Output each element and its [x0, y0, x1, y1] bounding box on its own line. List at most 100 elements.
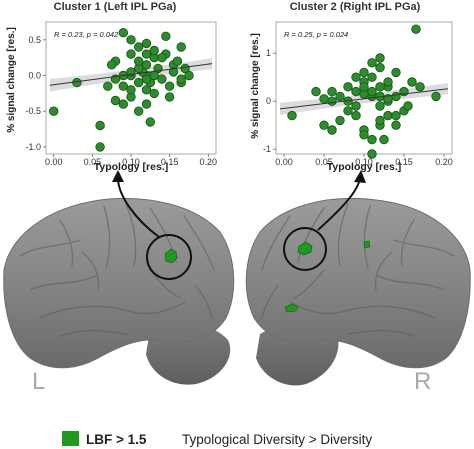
data-point: [431, 91, 441, 102]
brain-left: L: [3, 197, 235, 395]
x-axis-label: Typology [res.]: [327, 161, 401, 173]
data-point: [407, 77, 417, 87]
data-point: [351, 110, 361, 121]
data-point: [161, 31, 171, 42]
data-point: [141, 85, 152, 95]
scatter-panel-left: Cluster 1 (Left IPL PGa) % signal change…: [6, 1, 217, 173]
data-point: [375, 62, 385, 73]
data-point: [141, 60, 152, 70]
y-tick-label: -1: [263, 144, 271, 154]
data-point: [141, 74, 152, 84]
x-tick-label: 0.00: [275, 157, 293, 167]
data-point: [176, 42, 186, 52]
data-point: [391, 91, 401, 102]
data-point: [110, 95, 121, 106]
data-point: [95, 142, 105, 152]
data-point: [149, 45, 159, 56]
data-point: [327, 125, 337, 135]
data-point: [359, 82, 369, 92]
highlight-ring: [283, 227, 327, 271]
connector-arrows: [112, 170, 366, 238]
data-point: [383, 77, 393, 87]
sulci: [261, 203, 455, 337]
data-point: [126, 35, 136, 45]
data-point: [343, 106, 353, 116]
data-point: [375, 82, 385, 92]
data-point: [391, 120, 401, 130]
data-point: [72, 77, 82, 88]
data-point: [145, 117, 156, 127]
data-point: [367, 149, 377, 159]
data-point: [172, 56, 183, 66]
stat-annotation: R = 0.25, p = 0.024: [284, 30, 348, 39]
data-point: [118, 28, 129, 38]
data-point: [157, 53, 167, 63]
data-point: [176, 74, 186, 84]
data-point: [149, 88, 159, 99]
x-tick-label: 0.05: [84, 157, 102, 167]
data-point: [126, 85, 136, 95]
stat-annotation: R = 0.23, p = 0.042: [54, 30, 119, 39]
fit-line: [279, 88, 449, 110]
activation-blob: [164, 248, 178, 264]
y-tick-label: -1.0: [25, 142, 41, 152]
data-point: [133, 77, 144, 88]
data-point: [351, 101, 361, 111]
fit-line: [49, 63, 213, 86]
activation-blob-lower: [284, 303, 299, 313]
data-point: [383, 110, 393, 121]
y-tick-label: 0.5: [28, 35, 41, 45]
y-tick-label: 0.0: [28, 71, 41, 81]
data-point: [319, 120, 329, 130]
data-point: [168, 67, 179, 77]
data-point: [141, 49, 152, 59]
brain-right: R: [245, 197, 471, 395]
x-tick-label: 0.20: [200, 157, 218, 167]
data-point: [375, 53, 385, 63]
data-point: [359, 67, 369, 78]
arrowhead-right: [354, 170, 366, 183]
x-ticks: 0.00 0.05 0.10 0.15 0.20: [275, 154, 453, 167]
panel-title: Cluster 2 (Right IPL PGa): [290, 1, 421, 13]
brain-hemisphere: [3, 197, 235, 369]
data-point: [118, 99, 129, 109]
data-point: [184, 70, 194, 81]
activation-blob-small: [363, 240, 371, 249]
arrow-left: [117, 177, 160, 238]
y-tick-label: 0: [266, 96, 271, 106]
panel-title: Cluster 1 (Left IPL PGa): [54, 1, 177, 13]
data-point: [351, 72, 361, 82]
scatter-panel-right: Cluster 2 (Right IPL PGa) % signal chang…: [250, 1, 453, 173]
data-point: [106, 60, 117, 70]
data-point: [157, 74, 167, 84]
data-point: [126, 49, 136, 59]
scatter-points: [287, 24, 441, 159]
data-point: [335, 115, 345, 126]
x-tick-label: 0.00: [45, 157, 63, 167]
legend-swatch-label: LBF > 1.5: [86, 432, 147, 447]
data-point: [95, 120, 105, 131]
data-point: [391, 67, 401, 78]
y-ticks: -1 0 1: [263, 48, 276, 154]
legend-contrast-label: Typological Diversity > Diversity: [182, 432, 372, 447]
brain-hemisphere: [245, 197, 471, 369]
activation-blob: [297, 241, 313, 256]
data-point: [49, 106, 59, 116]
data-point: [375, 115, 385, 126]
legend-swatch: [62, 431, 79, 446]
y-ticks: -1.0 -0.5 0.0 0.5: [25, 35, 46, 152]
y-tick-label: 1: [266, 48, 271, 58]
data-point: [367, 86, 377, 97]
y-axis-label: % signal change [res.]: [250, 33, 261, 139]
data-point: [141, 38, 152, 49]
data-point: [327, 86, 337, 97]
data-point: [411, 24, 421, 34]
data-point: [311, 86, 321, 97]
data-point: [327, 96, 337, 106]
x-tick-label: 0.10: [122, 157, 140, 167]
data-point: [149, 70, 159, 81]
data-point: [287, 110, 297, 121]
y-tick-label: -0.5: [25, 106, 41, 116]
x-tick-label: 0.20: [435, 157, 453, 167]
